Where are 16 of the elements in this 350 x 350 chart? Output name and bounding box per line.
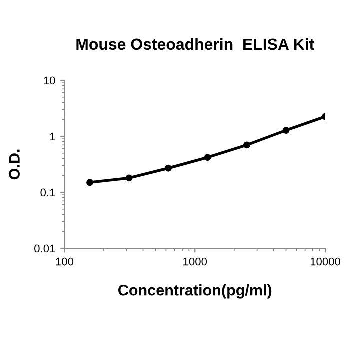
x-tick-label: 100: [56, 258, 74, 266]
x-axis-title: Concentration(pg/ml): [118, 284, 272, 299]
x-tick-label: 10000: [310, 258, 341, 266]
point: [204, 154, 212, 162]
point: [86, 179, 94, 186]
y-axis-title: O.D.: [9, 150, 20, 180]
x-tick-label: 1000: [184, 258, 208, 266]
point: [126, 174, 133, 182]
y-tick-label: 10: [44, 76, 56, 85]
point: [244, 142, 250, 149]
y-tick-label: 0.1: [40, 188, 56, 197]
chart-title: Mouse Osteoadherin ELISA Kit: [76, 38, 314, 50]
point: [282, 127, 290, 134]
point: [165, 164, 172, 172]
y-tick-label: 0.01: [34, 244, 56, 253]
y-tick-label: 1: [50, 132, 56, 141]
